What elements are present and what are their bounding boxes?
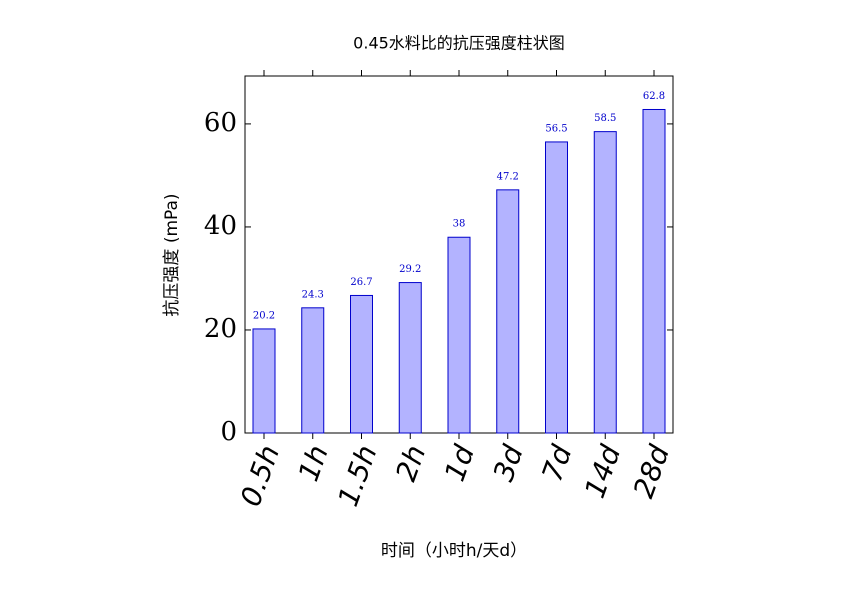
bar [642,108,666,434]
value-label: 62.8 [643,91,665,102]
chart-title: 0.45水料比的抗压强度柱状图 [353,34,565,53]
bar [252,328,276,434]
y-tick-label: 20 [204,314,237,344]
x-tick-label: 0.5h [234,441,286,511]
value-label: 26.7 [350,277,372,288]
y-tick-label: 0 [220,417,237,447]
x-tick-label: 14d [578,441,627,503]
x-tick-label: 1d [438,441,481,486]
value-label: 24.3 [302,289,324,300]
x-tick-label: 7d [535,441,578,486]
bar [350,294,373,434]
bar [447,236,471,434]
y-tick-label: 40 [204,211,237,241]
value-label: 47.2 [497,171,519,182]
value-label: 20.2 [253,310,275,321]
bar [545,141,568,434]
y-tick-label: 60 [204,108,237,138]
bar [496,189,520,434]
x-tick-label: 1.5h [331,441,383,511]
value-label: 38 [453,219,466,230]
bar [593,131,617,434]
value-label: 56.5 [545,123,567,134]
value-label: 29.2 [399,264,421,275]
x-tick-label: 3d [487,441,530,486]
bar [301,307,325,434]
bar [398,282,422,434]
value-label: 58.5 [594,113,616,124]
x-axis-label: 时间（小时h/天d） [381,541,527,561]
x-tick-label: 1h [292,441,335,486]
x-tick-label: 28d [627,441,676,503]
y-axis-label: 抗压强度 (mPa) [162,193,182,316]
x-tick-label: 2h [389,441,432,486]
